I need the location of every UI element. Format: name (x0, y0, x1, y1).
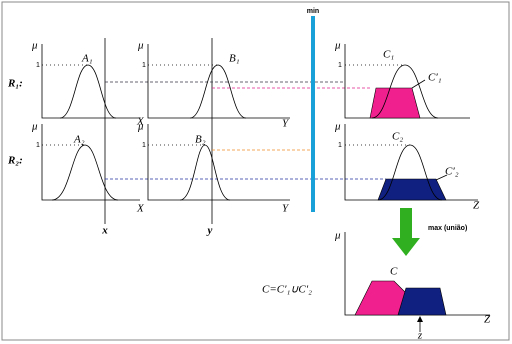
axis-label: Z (473, 200, 480, 212)
axes (147, 124, 290, 201)
input-x: x (101, 225, 108, 237)
axis-label: Y (282, 203, 290, 215)
axis-label: Y (282, 118, 290, 130)
clipped-label: C′₂ (445, 166, 459, 178)
axes (41, 124, 140, 201)
mu: μ (31, 121, 38, 133)
axes (147, 44, 290, 119)
one: 1 (36, 62, 40, 69)
set-label: A₂ (73, 134, 85, 146)
max-label: max (união) (428, 225, 467, 232)
panel-b2: μ 1 B₂ Y (137, 121, 290, 215)
pointer (411, 79, 426, 89)
membership-curve (371, 64, 439, 119)
max-arrow (392, 208, 420, 256)
clipped-set (369, 87, 421, 119)
clipped-set-2 (397, 287, 447, 316)
min-bar (311, 16, 315, 212)
set-label: C₂ (392, 131, 403, 143)
one: 1 (142, 62, 146, 69)
membership-curve (377, 144, 443, 201)
panel-c1: μ 1 C₁ C′₁ (334, 40, 470, 119)
set-label: C₁ (383, 49, 394, 61)
set-label: A₁ (81, 53, 93, 65)
mu: μ (31, 40, 38, 52)
membership-curve (51, 144, 119, 201)
mu: μ (137, 40, 144, 52)
rule-label: R₂: (7, 155, 23, 167)
membership-curve (59, 64, 117, 119)
formula: C=C′₁∪C′₂ (262, 284, 312, 296)
input-y: y (206, 225, 213, 237)
axis-label: X (136, 116, 145, 128)
mu: μ (334, 121, 341, 133)
min-label: min (307, 8, 319, 15)
mu: μ (334, 230, 341, 242)
axes (344, 44, 470, 119)
panel-a2: μ 1 A₂ X (31, 121, 145, 215)
panel-output: μ C C=C′₁∪C′₂ Z z (262, 230, 491, 342)
arrowhead (417, 316, 423, 322)
crisp-output: z (417, 330, 423, 342)
panel-c2: μ 1 C₂ C′₂ Z (334, 121, 480, 212)
pointer (435, 174, 448, 181)
panel-a1: μ 1 A₁ X (31, 40, 145, 128)
set-label: B₁ (229, 53, 240, 65)
one: 1 (338, 62, 342, 69)
clipped-label: C′₁ (428, 72, 442, 84)
clipped-set-1 (354, 280, 406, 316)
axis-label: Z (484, 314, 491, 326)
set-label: B₂ (195, 134, 206, 146)
mu: μ (137, 121, 144, 133)
membership-curve (179, 144, 231, 201)
mu: μ (334, 40, 341, 52)
rule-label: R₁: (7, 78, 23, 90)
axes (41, 44, 140, 119)
membership-curve (189, 64, 247, 119)
one: 1 (142, 142, 146, 149)
axis-label: X (136, 203, 145, 215)
one: 1 (338, 142, 342, 149)
one: 1 (36, 142, 40, 149)
set-label: C (390, 266, 398, 278)
panel-b1: μ 1 B₁ Y (137, 40, 290, 130)
